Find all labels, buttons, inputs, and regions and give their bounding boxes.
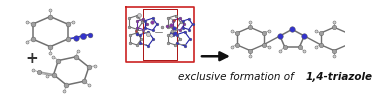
Text: 1,4-triazole: 1,4-triazole	[306, 72, 373, 82]
Text: exclusive formation of: exclusive formation of	[178, 72, 297, 82]
Text: +: +	[26, 52, 38, 67]
